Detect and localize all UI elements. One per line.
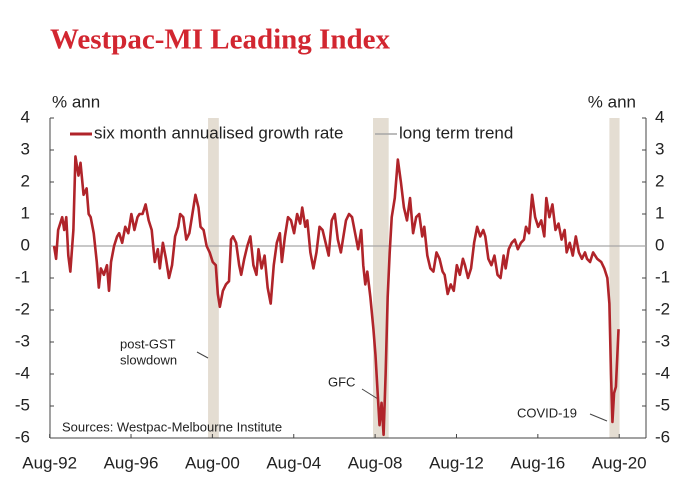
y-tick-label: 4 — [21, 107, 30, 126]
annotation: slowdown — [120, 352, 177, 367]
y2-tick-label: -5 — [655, 395, 670, 414]
y2-tick-label: -3 — [655, 331, 670, 350]
y-axis-label: % ann — [52, 92, 100, 111]
y2-tick-label: 0 — [655, 235, 664, 254]
chart-title: Westpac-MI Leading Index — [50, 24, 390, 56]
y-tick-label: -6 — [15, 427, 30, 446]
y2-axis-label: % ann — [588, 92, 636, 111]
x-tick-label: Aug-04 — [266, 453, 321, 472]
y2-tick-label: -1 — [655, 267, 670, 286]
x-tick-label: Aug-08 — [348, 453, 403, 472]
shaded-period — [208, 118, 219, 438]
shaded-period — [609, 118, 620, 438]
y2-tick-label: 4 — [655, 107, 664, 126]
annotation-leader — [361, 388, 379, 400]
y2-tick-label: -6 — [655, 427, 670, 446]
y2-tick-label: -2 — [655, 299, 670, 318]
y-tick-label: 1 — [21, 203, 30, 222]
y-tick-label: -2 — [15, 299, 30, 318]
legend-label: long term trend — [399, 123, 513, 142]
x-tick-label: Aug-96 — [104, 453, 159, 472]
y2-tick-label: 3 — [655, 139, 664, 158]
y-tick-label: -4 — [15, 363, 30, 382]
series-line — [52, 155, 620, 437]
annotation-leader — [589, 413, 608, 422]
annotation: post-GST — [120, 336, 176, 351]
y2-tick-label: -4 — [655, 363, 670, 382]
annotation: COVID-19 — [517, 405, 577, 420]
annotation: GFC — [328, 374, 355, 389]
x-tick-label: Aug-20 — [592, 453, 647, 472]
x-tick-label: Aug-00 — [185, 453, 240, 472]
y-tick-label: 0 — [21, 235, 30, 254]
y-tick-label: -3 — [15, 331, 30, 350]
y-tick-label: 3 — [21, 139, 30, 158]
y2-tick-label: 2 — [655, 171, 664, 190]
annotation-leader — [196, 351, 209, 359]
y2-tick-label: 1 — [655, 203, 664, 222]
y-tick-label: 2 — [21, 171, 30, 190]
y-tick-label: -1 — [15, 267, 30, 286]
y-tick-label: -5 — [15, 395, 30, 414]
x-tick-label: Aug-92 — [22, 453, 77, 472]
x-tick-label: Aug-16 — [510, 453, 565, 472]
legend-label: six month annualised growth rate — [94, 123, 343, 142]
source-note: Sources: Westpac-Melbourne Institute — [62, 419, 282, 434]
x-tick-label: Aug-12 — [429, 453, 484, 472]
